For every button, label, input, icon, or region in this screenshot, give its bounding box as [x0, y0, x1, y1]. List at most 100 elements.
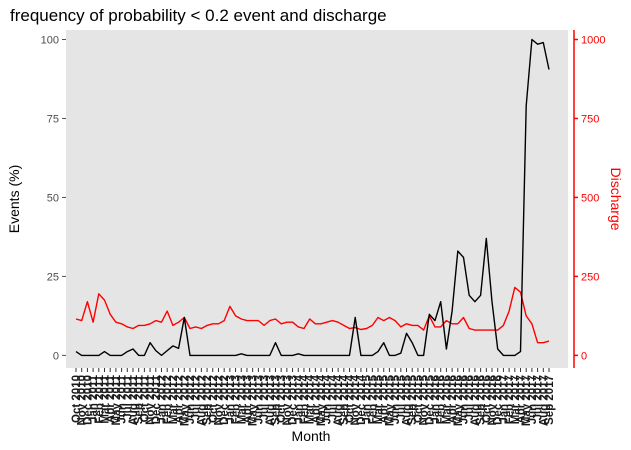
right-y-tick-label: 0: [581, 350, 587, 362]
x-tick-label: Jun 2015: [390, 374, 402, 424]
x-tick-label: Aug 2016: [470, 375, 482, 426]
left-y-tick-label: 75: [47, 113, 59, 125]
x-tick-label: Mar 2015: [373, 374, 385, 424]
x-tick-label: May 2011: [111, 374, 123, 425]
series-line-events: [75, 38, 550, 357]
x-tick-label: Jun 2017: [527, 375, 539, 424]
x-tick-label: Jun 2014: [322, 374, 334, 424]
x-tick-label: Jun 2011: [117, 374, 129, 423]
x-tick-label: Apr 2015: [379, 374, 391, 423]
x-tick-label: Nov 2015: [419, 374, 431, 425]
x-tick-label: Feb 2016: [436, 375, 448, 424]
x-tick-label: Apr 2016: [447, 375, 459, 424]
x-tick-label: Jul 2015: [396, 374, 408, 420]
x-tick-label: Dec 2016: [493, 375, 505, 425]
x-tick-label: Jan 2016: [430, 375, 442, 424]
x-tick-label: Mar 2017: [510, 375, 522, 424]
x-tick-label: Jun 2013: [253, 375, 265, 424]
x-tick-label: Apr 2012: [174, 375, 186, 424]
x-tick-label: Mar 2014: [305, 374, 317, 424]
x-tick-label: Oct 2016: [481, 375, 493, 423]
x-tick-label: Dec 2012: [219, 375, 231, 425]
x-tick-label: Feb 2017: [504, 375, 516, 424]
x-tick-label: Mar 2012: [168, 375, 180, 424]
x-tick-label: Nov 2014: [350, 374, 362, 425]
left-y-tick-label: 50: [47, 192, 59, 204]
chart-title: frequency of probability < 0.2 event and…: [10, 6, 387, 25]
plot-panel: [66, 30, 568, 368]
x-tick-label: Nov 2012: [213, 375, 225, 426]
x-tick-label: May 2017: [521, 375, 533, 426]
x-tick-label: Aug 2013: [265, 375, 277, 426]
x-tick-label: Apr 2014: [310, 374, 322, 423]
x-tick-label: Dec 2011: [151, 374, 163, 424]
x-tick-label: Jan 2017: [498, 375, 510, 424]
x-tick-label: Jul 2013: [259, 375, 271, 420]
right-y-tick-label: 750: [581, 113, 599, 125]
x-tick-label: Nov 2010: [77, 375, 89, 426]
x-tick-label: Jul 2014: [327, 374, 339, 420]
x-tick-label: Dec 2015: [424, 374, 436, 424]
x-tick-label: Jan 2012: [156, 375, 168, 424]
y-axis-title: Events (%): [6, 165, 22, 233]
x-tick-label: Nov 2016: [487, 375, 499, 426]
x-tick-label: May 2012: [179, 375, 191, 426]
x-tick-label: Feb 2014: [299, 374, 311, 424]
x-tick-label: Jan 2011: [88, 374, 100, 423]
x-tick-label: May 2016: [453, 375, 465, 426]
x-tick-label: Sep 2017: [544, 375, 556, 425]
x-tick-label: Dec 2013: [288, 375, 300, 425]
x-tick-label: Sep 2016: [476, 375, 488, 425]
x-tick-label: May 2013: [248, 375, 260, 426]
x-tick-label: Apr 2011: [105, 374, 117, 423]
x-tick-label: Sep 2014: [339, 374, 351, 424]
x-tick-label: Jul 2016: [464, 375, 476, 420]
x-tick-label: Mar 2013: [236, 375, 248, 424]
x-tick-label: Jul 2017: [533, 375, 545, 420]
y2-axis-title: Discharge: [608, 167, 624, 230]
x-tick-label: Sep 2015: [407, 374, 419, 424]
x-tick-label: Feb 2012: [162, 375, 174, 424]
x-tick-label: Aug 2012: [196, 375, 208, 426]
x-tick-label: Nov 2011: [145, 374, 157, 424]
x-tick-label: Dec 2010: [82, 375, 94, 425]
x-tick-label: Feb 2015: [367, 374, 379, 424]
x-tick-label: Dec 2014: [356, 374, 368, 424]
right-y-tick-label: 1000: [581, 34, 605, 46]
x-tick-label: Mar 2011: [99, 374, 111, 423]
left-y-axis: 0 25 50 75 100: [41, 34, 66, 362]
left-y-tick-label: 100: [41, 34, 59, 46]
series-layer: [75, 38, 550, 357]
right-y-tick-label: 250: [581, 271, 599, 283]
x-tick-label: Jan 2014: [293, 374, 305, 423]
x-tick-label: Mar 2016: [441, 375, 453, 424]
x-tick-label: Aug 2011: [128, 374, 140, 425]
x-tick-label: May 2014: [316, 374, 328, 426]
x-tick-label: Jan 2013: [225, 375, 237, 424]
x-tick-label: Oct 2011: [139, 374, 151, 422]
x-tick-label: Sep 2011: [134, 374, 146, 424]
series-line-discharge: [75, 286, 550, 344]
x-tick-label: Oct 2013: [276, 375, 288, 423]
x-tick-label: Oct 2010: [71, 375, 83, 423]
x-tick-label: Sep 2012: [202, 375, 214, 425]
x-tick-label: Feb 2011: [94, 374, 106, 423]
left-y-tick-label: 0: [53, 350, 59, 362]
x-tick-label: Jul 2012: [191, 375, 203, 420]
left-y-tick-label: 25: [47, 271, 59, 283]
x-tick-label: Oct 2012: [208, 375, 220, 423]
x-tick-label: Apr 2013: [242, 375, 254, 424]
x-tick-label: Jun 2012: [185, 375, 197, 424]
right-y-tick-label: 500: [581, 192, 599, 204]
x-axis-title: Month: [292, 428, 331, 444]
x-tick-label: Nov 2013: [282, 375, 294, 426]
x-tick-label: Aug 2015: [402, 374, 414, 426]
x-tick-label: May 2015: [384, 374, 396, 426]
x-tick-label: Aug 2014: [333, 374, 345, 426]
right-y-axis: 0 250 500 750 1000: [573, 30, 605, 368]
x-tick-label: Jan 2015: [362, 374, 374, 423]
x-tick-label: Oct 2015: [413, 374, 425, 423]
x-tick-label: Sep 2013: [270, 375, 282, 425]
